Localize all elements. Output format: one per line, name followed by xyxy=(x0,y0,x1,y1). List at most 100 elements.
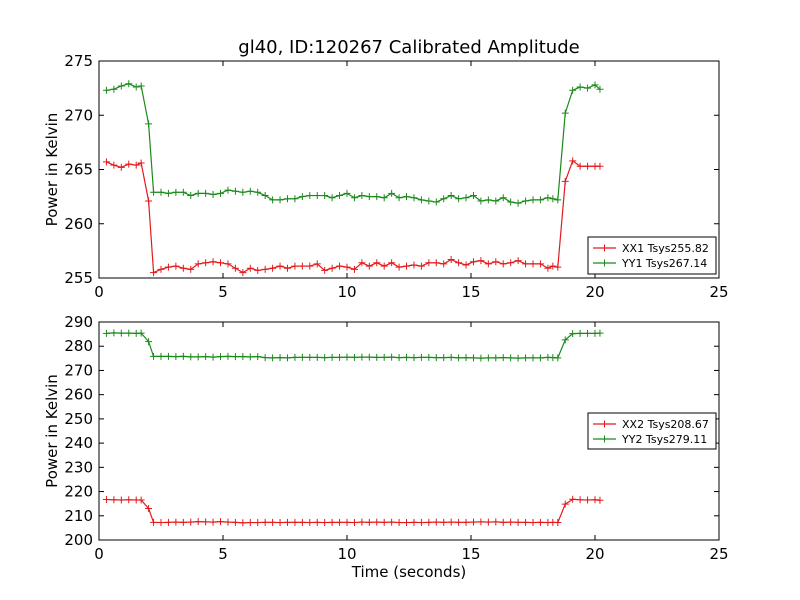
data-point xyxy=(492,258,500,266)
data-point xyxy=(298,193,306,201)
legend: XX2 Tsys208.67 YY2 Tsys279.11 xyxy=(587,412,717,450)
data-point xyxy=(544,194,552,202)
data-point xyxy=(328,518,336,526)
data-point xyxy=(358,192,366,200)
data-point xyxy=(150,269,158,277)
data-point xyxy=(202,353,210,361)
y-tick-label: 240 xyxy=(64,434,93,452)
x-axis-label: Time (seconds) xyxy=(351,563,467,581)
data-point xyxy=(576,329,584,337)
y-tick-label: 255 xyxy=(64,269,93,287)
data-point xyxy=(499,518,507,526)
data-point xyxy=(373,193,381,201)
data-point xyxy=(102,496,110,504)
chart-panel-2: 0 5 10 15 20 25 200 210 220 230 240 250 260 270 280 290… xyxy=(43,313,729,581)
data-point xyxy=(455,518,463,526)
data-point xyxy=(492,197,500,205)
data-point xyxy=(584,84,592,92)
y-tick-label: 260 xyxy=(64,386,93,404)
data-point xyxy=(217,259,225,267)
data-point xyxy=(440,260,448,268)
data-point xyxy=(110,85,118,93)
data-point xyxy=(125,160,133,168)
data-point xyxy=(425,353,433,361)
data-point xyxy=(172,188,180,196)
data-point xyxy=(596,496,604,504)
data-point xyxy=(179,518,187,526)
data-point xyxy=(117,163,125,171)
data-point xyxy=(388,518,396,526)
x-tick-label: 10 xyxy=(337,283,356,301)
data-point xyxy=(507,518,515,526)
data-point xyxy=(172,518,180,526)
data-point xyxy=(132,161,140,169)
data-point xyxy=(561,109,569,117)
data-point xyxy=(246,353,254,361)
data-point xyxy=(544,264,552,272)
data-point xyxy=(469,258,477,266)
data-point xyxy=(137,82,145,90)
y-tick-label: 260 xyxy=(64,215,93,233)
data-point xyxy=(224,260,232,268)
data-point xyxy=(283,354,291,362)
data-point xyxy=(499,354,507,362)
data-point xyxy=(477,354,485,362)
data-point xyxy=(561,500,569,508)
data-point xyxy=(179,188,187,196)
data-point xyxy=(172,353,180,361)
data-point xyxy=(194,189,202,197)
data-point xyxy=(350,265,358,273)
data-point xyxy=(137,329,145,337)
data-point xyxy=(328,353,336,361)
data-point xyxy=(425,259,433,267)
data-point xyxy=(343,263,351,271)
data-point xyxy=(455,259,463,267)
data-point xyxy=(224,186,232,194)
data-point xyxy=(440,518,448,526)
data-point xyxy=(440,195,448,203)
data-point xyxy=(187,353,195,361)
data-point xyxy=(358,518,366,526)
y-tick-label: 230 xyxy=(64,458,93,476)
data-point xyxy=(447,192,455,200)
data-point xyxy=(403,353,411,361)
data-point xyxy=(209,258,217,266)
data-point xyxy=(125,80,133,88)
data-point xyxy=(373,259,381,267)
data-point xyxy=(365,193,373,201)
data-point xyxy=(432,198,440,206)
data-point xyxy=(388,353,396,361)
data-point xyxy=(145,505,153,513)
data-point xyxy=(380,262,388,270)
data-point xyxy=(576,496,584,504)
data-point xyxy=(499,194,507,202)
data-point xyxy=(477,518,485,526)
data-point xyxy=(102,158,110,166)
data-point xyxy=(269,518,277,526)
data-point xyxy=(432,259,440,267)
data-point xyxy=(536,518,544,526)
data-point xyxy=(110,161,118,169)
data-point xyxy=(569,495,577,503)
x-tick-label: 5 xyxy=(218,545,228,563)
legend-box xyxy=(587,236,717,275)
data-point xyxy=(417,196,425,204)
data-point xyxy=(388,189,396,197)
x-tick-label: 25 xyxy=(709,283,728,301)
data-point xyxy=(239,188,247,196)
y-tick-label: 265 xyxy=(64,161,93,179)
data-point xyxy=(137,159,145,167)
data-point xyxy=(194,353,202,361)
data-point xyxy=(150,518,158,526)
series-line xyxy=(106,159,600,274)
legend-swatch-marker xyxy=(601,435,608,443)
data-point xyxy=(447,518,455,526)
data-point xyxy=(125,329,133,337)
data-point xyxy=(276,519,284,527)
data-point xyxy=(447,256,455,264)
data-point xyxy=(395,519,403,527)
data-point xyxy=(321,354,329,362)
data-point xyxy=(157,265,165,273)
data-point xyxy=(561,336,569,344)
data-point xyxy=(261,265,269,273)
